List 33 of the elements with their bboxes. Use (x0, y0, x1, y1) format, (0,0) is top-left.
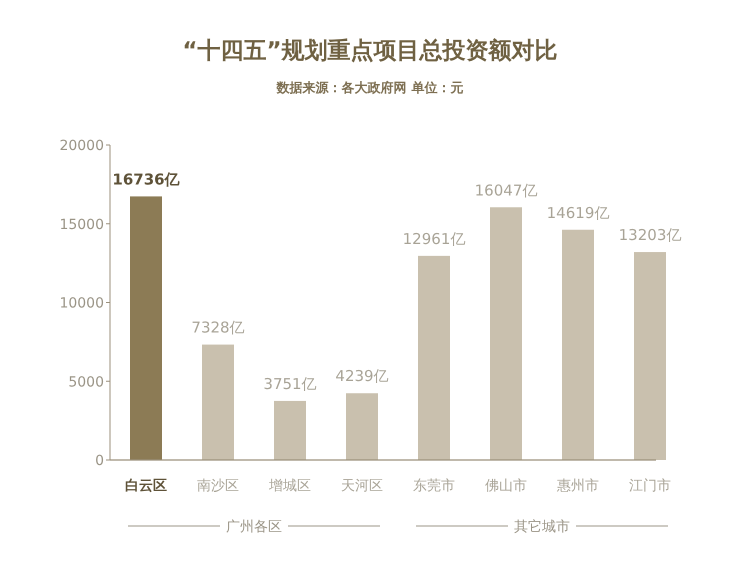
text: 广州各区 (226, 519, 282, 535)
data-label: 12961亿 (402, 230, 466, 248)
x-tick-label: 南沙区 (197, 478, 239, 494)
bar (346, 393, 378, 460)
bar (274, 400, 306, 460)
y-tick-label: 10000 (59, 296, 104, 312)
x-tick-label: 天河区 (341, 478, 383, 494)
y-tick-label: 5000 (68, 374, 104, 390)
data-label: 7328亿 (191, 318, 245, 337)
bar (418, 256, 450, 460)
x-tick-label: 白云区 (125, 478, 167, 494)
x-tick-label: 江门市 (629, 478, 671, 494)
data-label: 13203亿 (618, 226, 682, 244)
x-tick-label: 增城区 (268, 478, 311, 494)
data-label: 14619亿 (546, 204, 610, 222)
chart-title: “十四五”规划重点项目总投资额对比 (182, 38, 558, 64)
bar (490, 207, 522, 460)
data-label: 3751亿 (263, 374, 317, 393)
y-tick-label: 0 (95, 453, 104, 469)
data-label: 16047亿 (474, 181, 538, 200)
y-tick-label: 20000 (59, 138, 104, 154)
x-tick-label: 惠州市 (556, 478, 599, 494)
data-label: 16736亿 (112, 170, 181, 188)
data-label: 4239亿 (335, 367, 389, 386)
x-tick-label: 佛山市 (485, 478, 527, 494)
y-tick-label: 15000 (59, 216, 104, 233)
bar (202, 344, 234, 460)
x-tick-label: 东莞市 (413, 478, 455, 494)
bar (562, 230, 594, 460)
chart-subtitle: 数据来源：各大政府网 单位：元 (276, 80, 464, 96)
bar (634, 252, 666, 460)
text: 其它城市 (514, 519, 570, 535)
bar (130, 196, 162, 460)
